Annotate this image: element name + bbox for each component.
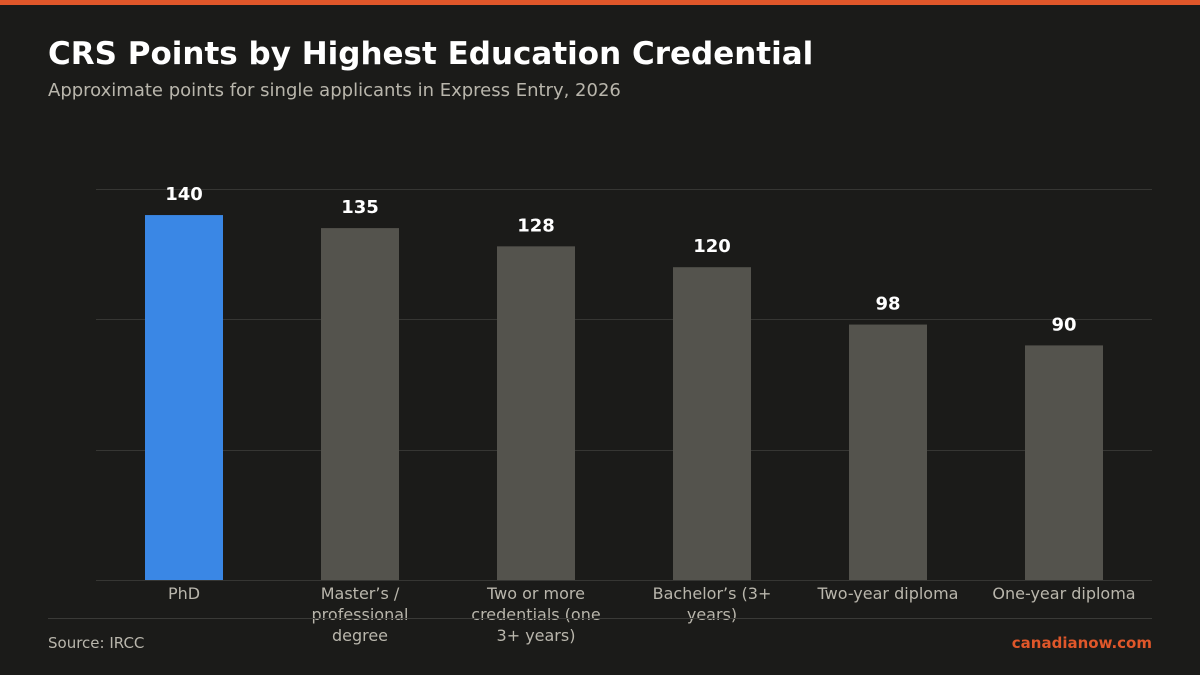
bar-1[interactable]: [321, 228, 399, 580]
category-label-0: PhD: [168, 584, 200, 603]
category-label-4: Two-year diploma: [817, 584, 959, 603]
accent-top-bar: [0, 0, 1200, 5]
category-label-1: Master’s / professional degree: [312, 584, 409, 645]
category-label-line: Two-year diploma: [817, 584, 959, 603]
source-note: Source: IRCC: [48, 634, 145, 652]
value-label-5: 90: [1051, 314, 1076, 335]
labels: 140 PhD 135 Master’s / professional degree 128…: [165, 184, 1135, 645]
brand-link[interactable]: canadianow.com: [1011, 634, 1152, 652]
category-label-2: Two or more credentials (one 3+ years): [471, 584, 600, 645]
category-label-line: 3+ years): [497, 626, 576, 645]
value-label-1: 135: [341, 197, 379, 218]
chart-title: CRS Points by Highest Education Credenti…: [48, 36, 814, 72]
category-label-line: degree: [332, 626, 388, 645]
category-label-3: Bachelor’s (3+ years): [653, 584, 772, 624]
category-label-line: credentials (one: [471, 605, 600, 624]
bar-3[interactable]: [673, 267, 751, 580]
chart-subtitle: Approximate points for single applicants…: [48, 80, 621, 101]
bar-0[interactable]: [145, 215, 223, 581]
category-label-line: One-year diploma: [992, 584, 1135, 603]
bars: [145, 215, 1103, 581]
value-label-2: 128: [517, 215, 555, 236]
category-label-5: One-year diploma: [992, 584, 1135, 603]
category-label-line: Master’s /: [321, 584, 400, 603]
bar-2[interactable]: [497, 246, 575, 580]
bar-5[interactable]: [1025, 345, 1103, 580]
category-label-line: professional: [312, 605, 409, 624]
grid-lines: [96, 189, 1152, 581]
category-label-line: Bachelor’s (3+: [653, 584, 772, 603]
category-label-line: years): [687, 605, 737, 624]
category-label-line: Two or more: [486, 584, 585, 603]
footer-divider: [48, 618, 1152, 619]
bar-4[interactable]: [849, 324, 927, 580]
category-label-line: PhD: [168, 584, 200, 603]
value-label-4: 98: [875, 294, 900, 315]
value-label-3: 120: [693, 236, 731, 257]
value-label-0: 140: [165, 184, 203, 205]
